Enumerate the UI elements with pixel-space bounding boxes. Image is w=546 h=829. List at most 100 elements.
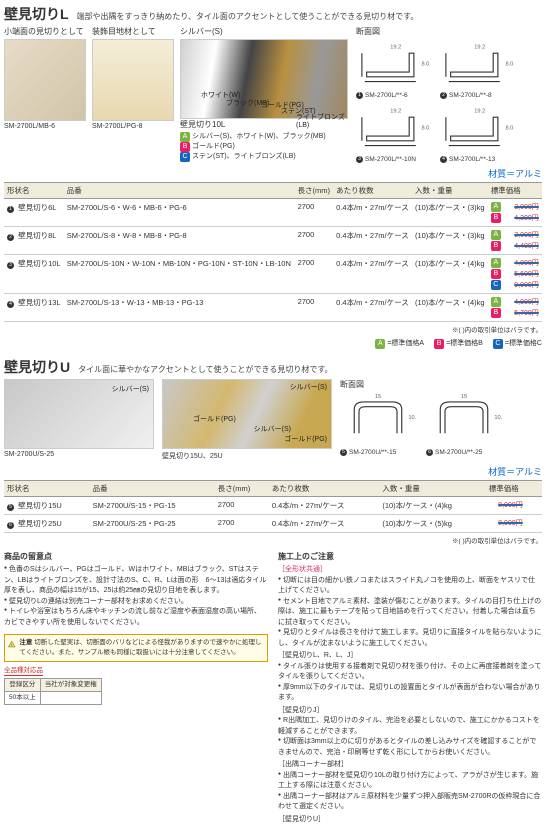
list-item: 見切りとタイルは長さを付けて施工します。見切りに直接タイルを貼らないようにし、タ… bbox=[278, 628, 542, 649]
badge-b-icon: B bbox=[491, 213, 501, 223]
row-per: 0.4本/m・27m/ケース bbox=[333, 255, 412, 294]
row-per: 0.4本/m・27m/ケース bbox=[269, 515, 379, 533]
dot-icon: 1 bbox=[7, 206, 14, 213]
u-lbl-s2: シルバー(S) bbox=[290, 382, 327, 392]
diagram-cap: SM-2700U/**-25 bbox=[435, 449, 482, 456]
u-diag-label: 断面図 bbox=[340, 379, 542, 390]
row-len: 2700 bbox=[215, 497, 269, 515]
diagram-cap: SM-2700L/**-8 bbox=[449, 92, 492, 99]
price-stack: A3,000円B4,400円 bbox=[491, 230, 539, 251]
svg-text:19.2: 19.2 bbox=[390, 44, 401, 50]
diagram-cap: SM-2700L/**-6 bbox=[365, 92, 408, 99]
dot-icon: 2 bbox=[7, 234, 14, 241]
row-code: SM-2700U/S-25・PG-25 bbox=[90, 515, 215, 533]
table-header: 形状名 bbox=[4, 183, 64, 199]
legend-b: 標準価格B bbox=[450, 340, 483, 347]
u-cap-2: 壁見切り15U、25U bbox=[162, 451, 332, 461]
dot-icon: 5 bbox=[7, 504, 14, 511]
table-header: あたり枚数 bbox=[269, 481, 379, 497]
color-title: シルバー(S) bbox=[180, 26, 350, 37]
list-item: 切断面は3mm以上のに切りがあるとタイルの差し込みサイズを確認することができませ… bbox=[278, 737, 542, 758]
warning-icon: ! bbox=[8, 638, 15, 650]
row-len: 2700 bbox=[295, 255, 334, 294]
dot-icon: 4 bbox=[7, 301, 14, 308]
table-header: 品番 bbox=[90, 481, 215, 497]
table-header: 入数・重量 bbox=[412, 183, 488, 199]
row-len: 2700 bbox=[215, 515, 269, 533]
thumb-mb6 bbox=[4, 39, 86, 121]
u-lbl-pg2: ゴールド(PG) bbox=[284, 434, 327, 444]
badge-b-icon: B bbox=[491, 308, 501, 318]
table-row: 6 壁見切り25U SM-2700U/S-25・PG-25 2700 0.4本/… bbox=[4, 515, 542, 533]
row-name: 壁見切り13L bbox=[18, 298, 61, 307]
list-item: 出隅コーナー部材はアルミ原材料を少量ずつ押入部販売SM-2700Rの仮枠現合に合… bbox=[278, 792, 542, 813]
dot-icon: 6 bbox=[7, 522, 14, 529]
legend-c-icon: C bbox=[493, 339, 503, 349]
sample-c1: 50本以上 bbox=[5, 692, 41, 705]
table-row: 3 壁見切り10L SM-2700L/S-10N・W-10N・MB-10N・PG… bbox=[4, 255, 542, 294]
svg-text:8.0: 8.0 bbox=[421, 61, 429, 67]
color-line-b: ゴールド(PG) bbox=[192, 143, 235, 150]
row-code: SM-2700L/S-8・W-8・MB-8・PG-8 bbox=[64, 227, 295, 255]
warning-text: 切断した堅実は、切断面のバリなどによる怪我がありますので速やかに処理してください… bbox=[19, 639, 261, 656]
list-item: R出隅加工、見切りけのタイル、完治を必要としないので、施工にかかるコストを軽減す… bbox=[278, 716, 542, 737]
row-per: 0.4本/m・27m/ケース bbox=[333, 227, 412, 255]
legend-a-icon: A bbox=[375, 339, 385, 349]
row-code: SM-2700L/S-6・W-6・MB-6・PG-6 bbox=[64, 199, 295, 227]
row-name: 壁見切り25U bbox=[18, 519, 62, 528]
svg-text:10.5: 10.5 bbox=[408, 415, 416, 421]
material-l: 材質＝アルミ bbox=[4, 167, 542, 180]
price-value: 5,700円 bbox=[505, 308, 539, 318]
bracket-label: ［出隅コーナー部材］ bbox=[278, 760, 542, 771]
table-header: 入数・重量 bbox=[379, 481, 485, 497]
legend-a: 標準価格A bbox=[391, 340, 424, 347]
diagram-cap: SM-2700L/**-10N bbox=[365, 156, 416, 163]
u-thumb-1: シルバー(S) bbox=[4, 379, 154, 449]
table-l: 形状名品番長さ(mm)あたり枚数入数・重量標準価格 1 壁見切り6L SM-27… bbox=[4, 182, 542, 322]
legend-c: 標準価格C bbox=[509, 340, 542, 347]
list-item: 厚9mm以下のタイルでは、見切りLの設置面とタイルが表面が合わない場合があります… bbox=[278, 683, 542, 704]
row-code: SM-2700L/S-10N・W-10N・MB-10N・PG-10N・ST-10… bbox=[64, 255, 295, 294]
diagram-cap: SM-2700L/**-13 bbox=[449, 156, 495, 163]
sample-h2: 当社が対象変更権 bbox=[40, 679, 101, 692]
svg-text:19.2: 19.2 bbox=[474, 108, 485, 114]
badge-a-icon: A bbox=[491, 258, 501, 268]
table-header: 品番 bbox=[64, 183, 295, 199]
row-pkg: (10)本/ケース・(4)kg bbox=[412, 294, 488, 322]
material-u: 材質＝アルミ bbox=[4, 465, 542, 478]
label-mid: 装飾目地材として bbox=[92, 26, 174, 37]
svg-text:19.2: 19.2 bbox=[474, 44, 485, 50]
badge-b-icon: B bbox=[180, 142, 190, 152]
badge-a-icon: A bbox=[491, 202, 501, 212]
dot-icon: 4 bbox=[440, 156, 447, 163]
thumb-mb6-cap: SM-2700L/MB-6 bbox=[4, 123, 86, 130]
bottom-l-title: 商品の留意点 bbox=[4, 551, 268, 563]
list-item: トイレや浴室はもちろん床やキッチンの流し前など湿度や表面湿度の高い場所、カビでき… bbox=[4, 607, 268, 628]
badge-a-icon: A bbox=[180, 132, 190, 142]
svg-text:8.0: 8.0 bbox=[505, 125, 513, 131]
table-l-note: ※( )内の取引単位はバラです。 bbox=[4, 324, 542, 334]
bracket-label: ［壁見切りL、R、L、J］ bbox=[278, 651, 542, 662]
row-pkg: (10)本/ケース・(4)kg bbox=[412, 255, 488, 294]
svg-text:15: 15 bbox=[461, 394, 467, 400]
row-per: 0.4本/m・27m/ケース bbox=[333, 199, 412, 227]
legend-b-icon: B bbox=[434, 339, 444, 349]
row-pkg: (10)本/ケース・(5)kg bbox=[379, 515, 485, 533]
sample-h1: 登録区分 bbox=[5, 679, 41, 692]
warning-box: ! 注意 切断した堅実は、切断面のバリなどによる怪我がありますので速やかに処理し… bbox=[4, 634, 268, 662]
price-value: 4,900円 bbox=[505, 297, 539, 307]
diagram-shape: 1510.5 bbox=[426, 390, 502, 448]
price-value: 5,600円 bbox=[505, 269, 539, 279]
price-value: 3,000円 bbox=[505, 202, 539, 212]
price-stack: A3,000円B4,300円 bbox=[491, 202, 539, 223]
thumb-pg8 bbox=[92, 39, 174, 121]
svg-text:8.0: 8.0 bbox=[505, 61, 513, 67]
row-pkg: (10)本/ケース・(3)kg bbox=[412, 227, 488, 255]
diagram-shape: 19.28.0 bbox=[356, 103, 434, 155]
row-code: SM-2700U/S-15・PG-15 bbox=[90, 497, 215, 515]
dot-icon: 1 bbox=[356, 92, 363, 99]
row-pkg: (10)本/ケース・(4)kg bbox=[379, 497, 485, 515]
bottom-r-sub: ［全形状共通］ bbox=[278, 565, 542, 576]
price-stack: 8,000円 bbox=[489, 500, 539, 510]
table-header: 標準価格 bbox=[488, 183, 542, 199]
